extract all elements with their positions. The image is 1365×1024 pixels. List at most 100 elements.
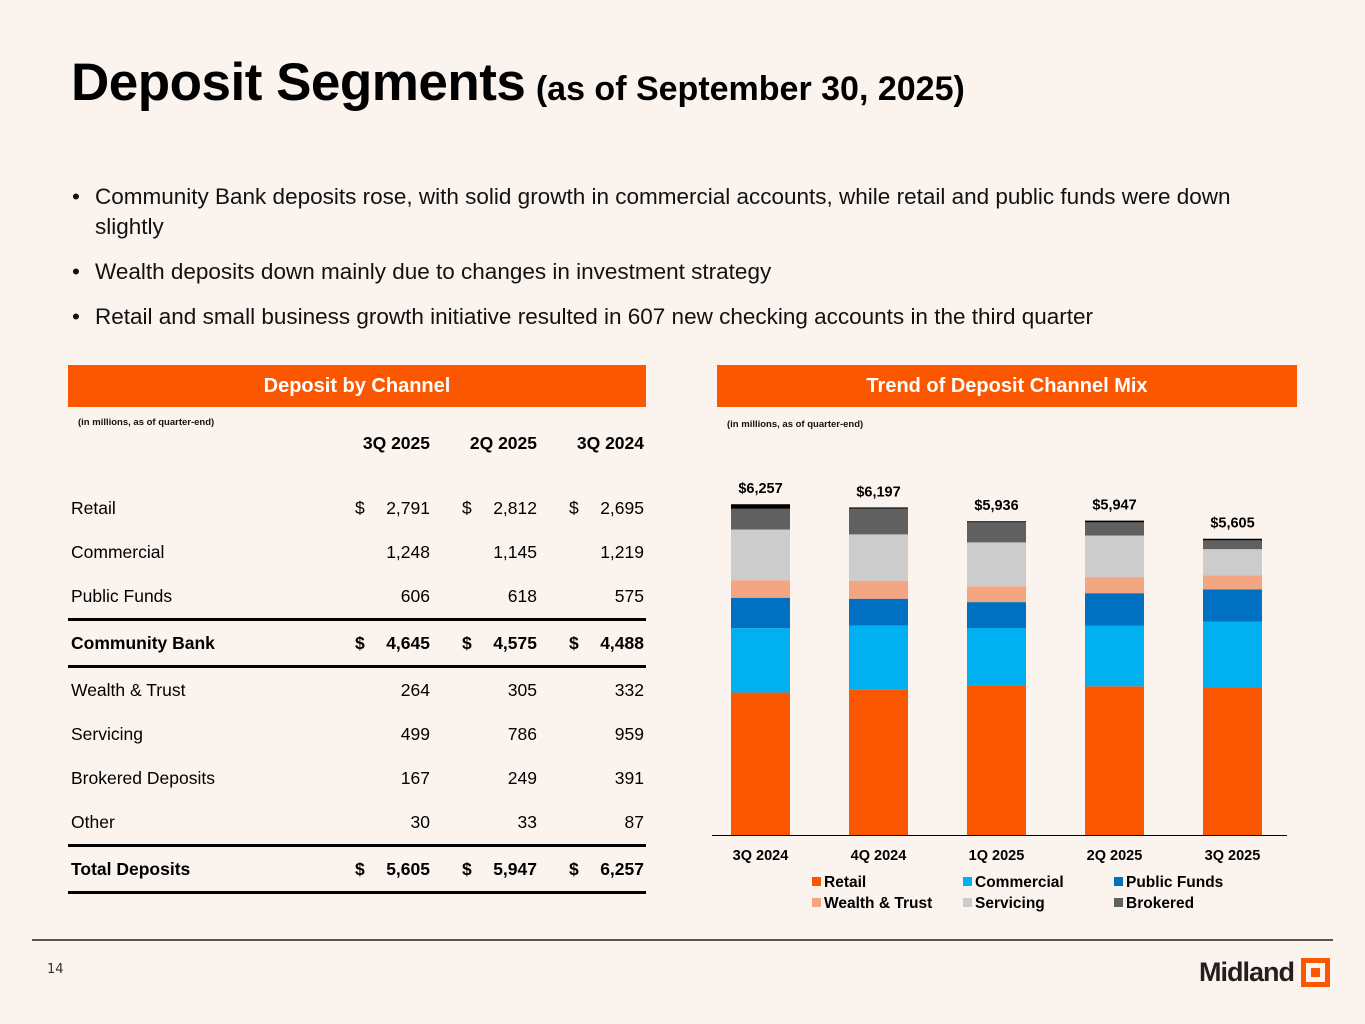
legend-item: Retail [812,874,866,892]
value-text: 2,812 [493,497,537,518]
legend-label: Retail [824,874,867,891]
bar-total-label: $6,257 [738,481,782,497]
value-text: 332 [614,679,644,700]
bar-segment-other [731,504,790,509]
value-text: 606 [400,585,430,606]
bar-segment-public-funds [1203,589,1262,622]
table-header-blank [68,428,325,458]
bullet-item: • Wealth deposits down mainly due to chan… [72,257,1272,287]
bar-segment-retail [967,685,1026,835]
row-value: $5,605 [325,844,432,894]
legend-label: Commercial [975,874,1064,891]
row-value: 575 [539,574,646,620]
footer-divider [32,939,1333,941]
legend-label: Brokered [1126,895,1195,912]
bar-segment-public-funds [849,598,908,626]
bar-segment-brokered [1203,540,1262,550]
row-label: Commercial [71,541,165,562]
value-text: 264 [400,679,430,700]
table-row: Servicing 499 786 959 [68,712,646,756]
value-text: 1,219 [600,541,644,562]
value-text: 575 [614,585,644,606]
bar-segment-wealth-trust [967,586,1026,603]
row-value: 87 [539,800,646,846]
bar-stack [731,504,790,835]
table-row: Retail $2,791 $2,812 $2,695 [68,486,646,530]
deposit-by-channel-header: Deposit by Channel [68,365,646,407]
table-row: Brokered Deposits 167 249 391 [68,756,646,800]
table-row: Wealth & Trust 264 305 332 [68,667,646,713]
value-text: 4,488 [600,632,644,653]
deposit-by-channel-table: 3Q 2025 2Q 2025 3Q 2024 Retail $2,791 $2,8… [68,428,646,894]
row-value: 1,248 [325,530,432,574]
row-label: Retail [71,497,116,518]
legend-item: Wealth & Trust [812,895,932,913]
table-row: Commercial 1,248 1,145 1,219 [68,530,646,574]
table-spacer [68,458,646,486]
x-tick-label: 2Q 2025 [1087,848,1143,864]
row-value: 786 [432,712,539,756]
value-text: 391 [614,767,644,788]
row-value: $2,812 [432,486,539,530]
bar-stack [967,521,1026,835]
bar-total-label: $5,947 [1092,498,1136,514]
bar-segment-public-funds [1085,593,1144,626]
value-text: 499 [400,723,430,744]
bar-segment-brokered [849,508,908,535]
page-title: Deposit Segments (as of September 30, 20… [71,52,965,113]
value-text: 87 [624,811,644,832]
row-value: $4,575 [432,618,539,668]
bar-segment-other [967,521,1026,523]
value-text: 2,695 [600,497,644,518]
bullet-item: • Retail and small business growth initia… [72,302,1272,332]
value-text: 5,605 [386,858,430,879]
currency-symbol: $ [462,858,472,879]
row-value: 305 [432,667,539,713]
bar-segment-brokered [967,522,1026,543]
column-header: 2Q 2025 [469,432,537,453]
bar-segment-servicing [967,542,1026,587]
row-value: 332 [539,667,646,713]
bar-segment-commercial [731,628,790,693]
row-label: Wealth & Trust [71,679,186,700]
bar-segment-commercial [1203,621,1262,688]
bar-segment-public-funds [967,602,1026,629]
table-header-row: 3Q 2025 2Q 2025 3Q 2024 [68,428,646,458]
table-row: Total Deposits $5,605 $5,947 $6,257 [68,844,646,894]
bar-segment-other [849,507,908,509]
value-text: 618 [507,585,537,606]
bullet-icon: • [72,304,80,329]
row-label: Brokered Deposits [71,767,215,788]
page-title-main: Deposit Segments [71,53,526,112]
bar-segment-servicing [849,534,908,581]
bar-segment-retail [731,692,790,835]
bar-segment-public-funds [731,597,790,629]
row-value: $2,695 [539,486,646,530]
row-label: Servicing [71,723,143,744]
legend-item: Public Funds [1114,874,1223,892]
currency-symbol: $ [355,497,365,518]
legend-item: Brokered [1114,895,1194,913]
value-text: 30 [410,811,430,832]
currency-symbol: $ [569,497,579,518]
value-text: 5,947 [493,858,537,879]
bar-segment-servicing [1203,549,1262,576]
value-text: 4,575 [493,632,537,653]
legend-label: Servicing [975,895,1045,912]
bar-segment-commercial [1085,625,1144,687]
x-tick-label: 1Q 2025 [969,848,1025,864]
midland-logo: Midland [1199,957,1330,988]
page-number: 14 [47,962,64,977]
legend-swatch-icon [812,898,821,907]
bar-segment-servicing [731,529,790,581]
x-tick-label: 4Q 2024 [851,848,907,864]
value-text: 4,645 [386,632,430,653]
currency-symbol: $ [462,632,472,653]
bar-segment-retail [849,689,908,835]
bar-segment-other [1203,538,1262,541]
table-units-note: (in millions, as of quarter-end) [78,417,215,428]
bar-segment-wealth-trust [1203,575,1262,590]
row-value: 167 [325,756,432,800]
legend-item: Servicing [963,895,1045,913]
table-row: Community Bank $4,645 $4,575 $4,488 [68,618,646,668]
